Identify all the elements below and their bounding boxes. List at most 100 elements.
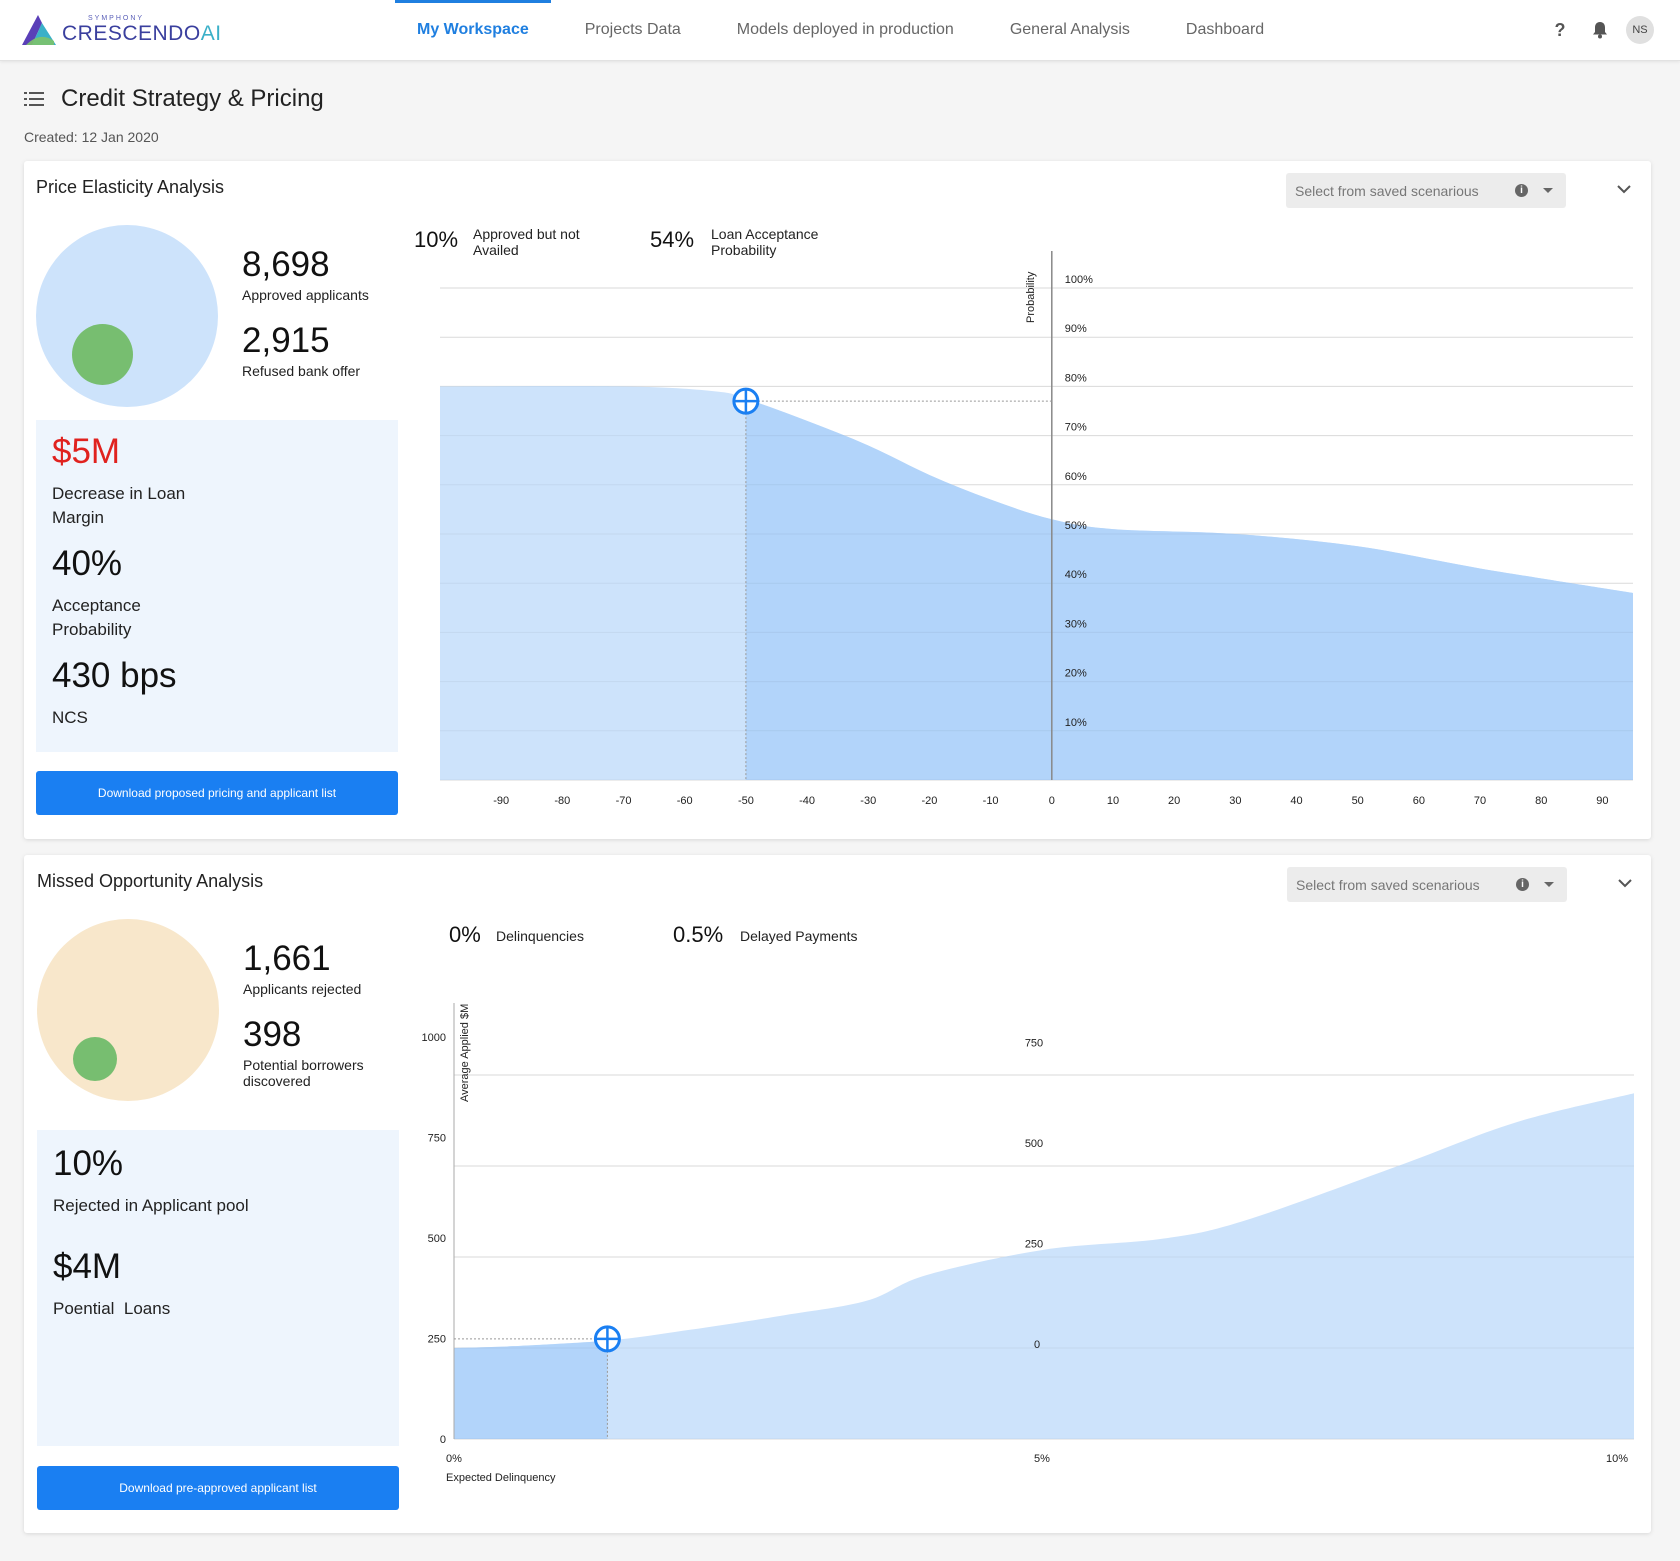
y-tick-label: 50% (1065, 520, 1087, 532)
potential-loans-label: Poential Loans (53, 1299, 171, 1318)
download-preapproved-button[interactable]: Download pre-approved applicant list (37, 1466, 399, 1510)
x-tick-label: 40 (1290, 795, 1302, 807)
x-tick-label: 0 (1049, 795, 1055, 807)
user-avatar[interactable]: NS (1626, 16, 1654, 44)
tab-dashboard[interactable]: Dashboard (1185, 21, 1265, 38)
y-tick-label-right: 500 (1025, 1138, 1043, 1150)
x-tick-label: -70 (616, 795, 632, 807)
missed-opportunity-chart[interactable]: 0 250 500 750 1000 Average Applied $M 0 250 500 7… (404, 985, 1644, 1515)
y-tick-label-left: 250 (428, 1334, 446, 1346)
elasticity-selected-area (741, 397, 1633, 780)
download-pricing-button[interactable]: Download proposed pricing and applicant … (36, 771, 398, 815)
dropdown-caret-icon (1543, 188, 1553, 193)
tab-my-workspace[interactable]: My Workspace (395, 0, 551, 60)
opportunity-area (454, 1093, 1634, 1439)
x-tick-label: -60 (677, 795, 693, 807)
y-tick-label-right: 750 (1025, 1038, 1043, 1050)
y-axis-title: Probability (1025, 271, 1037, 323)
created-date: Created: 12 Jan 2020 (24, 129, 159, 145)
x-tick-label: 30 (1229, 795, 1241, 807)
brand-small: SYMPHONY (88, 15, 145, 22)
acceptance-label: Acceptance Probability (52, 596, 141, 639)
y-tick-label: 80% (1065, 372, 1087, 384)
rejected-pool-label: Rejected in Applicant pool (53, 1196, 249, 1215)
missed-opportunity-card: Missed Opportunity Analysis Select from … (24, 855, 1651, 1533)
y-tick-label: 30% (1065, 618, 1087, 630)
price-elasticity-title: Price Elasticity Analysis (36, 177, 225, 197)
delinquencies-value: 0% (449, 922, 481, 947)
potential-bubble (73, 1037, 117, 1081)
price-elasticity-card: Price Elasticity Analysis Select from sa… (24, 161, 1651, 839)
x-tick-label: 50 (1352, 795, 1364, 807)
chevron-down-icon[interactable] (1615, 873, 1635, 893)
ncs-value: 430 bps (52, 656, 177, 695)
list-menu-icon[interactable] (24, 91, 44, 107)
loan-acceptance-value: 54% (650, 227, 695, 252)
pe-scenario-select[interactable]: Select from saved scenarious i (1286, 173, 1566, 208)
price-elasticity-chart[interactable]: 10% 20% 30% 40% 50% 60% 70% 80% 90% 100% Probabili… (404, 251, 1644, 811)
loan-acceptance-label: Loan Acceptance Probability (711, 226, 819, 258)
mo-scenario-select[interactable]: Select from saved scenarious i (1287, 867, 1567, 902)
y-tick-label-right: 0 (1034, 1339, 1040, 1351)
y-tick-label: 60% (1065, 471, 1087, 483)
brand-name: CRESCENDOAI (62, 22, 222, 45)
page-header: Credit Strategy & Pricing (24, 85, 324, 113)
y-axis-title: Average Applied $M (459, 1004, 471, 1102)
crescendo-logo[interactable]: SYMPHONY CRESCENDOAI (20, 12, 222, 48)
mo-metrics-panel: 10% Rejected in Applicant pool $4M Poent… (37, 1130, 399, 1446)
ncs-label: NCS (52, 708, 88, 727)
info-icon[interactable]: i (1516, 878, 1529, 891)
x-tick-label: -90 (493, 795, 509, 807)
y-tick-label: 100% (1065, 274, 1093, 286)
bell-icon[interactable] (1584, 14, 1616, 46)
x-tick-label: 10% (1606, 1453, 1628, 1465)
loan-margin-label: Decrease in Loan Margin (52, 484, 186, 527)
tab-projects-data[interactable]: Projects Data (584, 21, 681, 38)
approved-count: 8,698 (242, 245, 330, 284)
rejected-label: Applicants rejected (243, 981, 362, 997)
acceptance-value: 40% (52, 544, 123, 583)
refused-bubble (72, 324, 133, 385)
x-tick-label: -40 (799, 795, 815, 807)
pe-metrics-panel: $5M Decrease in Loan Margin 40% Acceptan… (36, 420, 398, 752)
refused-label: Refused bank offer (242, 363, 361, 379)
x-tick-label: 10 (1107, 795, 1119, 807)
x-tick-label: -10 (983, 795, 999, 807)
chevron-down-icon[interactable] (1614, 179, 1634, 199)
rejected-count: 1,661 (243, 939, 331, 978)
potential-loans-value: $4M (53, 1247, 122, 1286)
help-icon[interactable]: ? (1554, 19, 1566, 40)
approved-label: Approved applicants (242, 287, 369, 303)
y-tick-label-right: 250 (1025, 1239, 1043, 1251)
x-tick-label: 60 (1413, 795, 1425, 807)
tab-models-deployed[interactable]: Models deployed in production (736, 21, 954, 38)
potential-label: Potential borrowers discovered (243, 1057, 364, 1089)
top-navigation-bar: SYMPHONY CRESCENDOAI My Workspace Projec… (0, 0, 1680, 61)
x-axis-title: Expected Delinquency (446, 1472, 556, 1484)
refused-count: 2,915 (242, 321, 330, 360)
y-tick-label-left: 750 (428, 1133, 446, 1145)
x-tick-label: -50 (738, 795, 754, 807)
loan-margin-value: $5M (52, 432, 121, 471)
missed-opportunity-title: Missed Opportunity Analysis (37, 871, 264, 891)
x-tick-label: -30 (860, 795, 876, 807)
rejected-bubble (37, 919, 219, 1101)
info-icon[interactable]: i (1515, 184, 1528, 197)
top-icons: ? NS (1536, 14, 1654, 46)
y-tick-label: 40% (1065, 569, 1087, 581)
opportunity-selected-area (454, 1338, 615, 1439)
x-tick-label: -20 (921, 795, 937, 807)
tab-general-analysis[interactable]: General Analysis (1009, 21, 1130, 38)
y-tick-label: 70% (1065, 422, 1087, 434)
crescendo-logo-icon (22, 15, 56, 45)
y-tick-label-left: 500 (428, 1233, 446, 1245)
dropdown-caret-icon (1544, 882, 1554, 887)
x-tick-label: 80 (1535, 795, 1547, 807)
x-tick-label: 0% (446, 1453, 462, 1465)
x-tick-label: 90 (1596, 795, 1608, 807)
y-tick-label-left: 1000 (422, 1032, 446, 1044)
approved-not-availed-label: Approved but not Availed (473, 226, 580, 258)
x-tick-label: 20 (1168, 795, 1180, 807)
rejected-pool-value: 10% (53, 1144, 124, 1183)
delayed-payments-label: Delayed Payments (740, 928, 858, 944)
